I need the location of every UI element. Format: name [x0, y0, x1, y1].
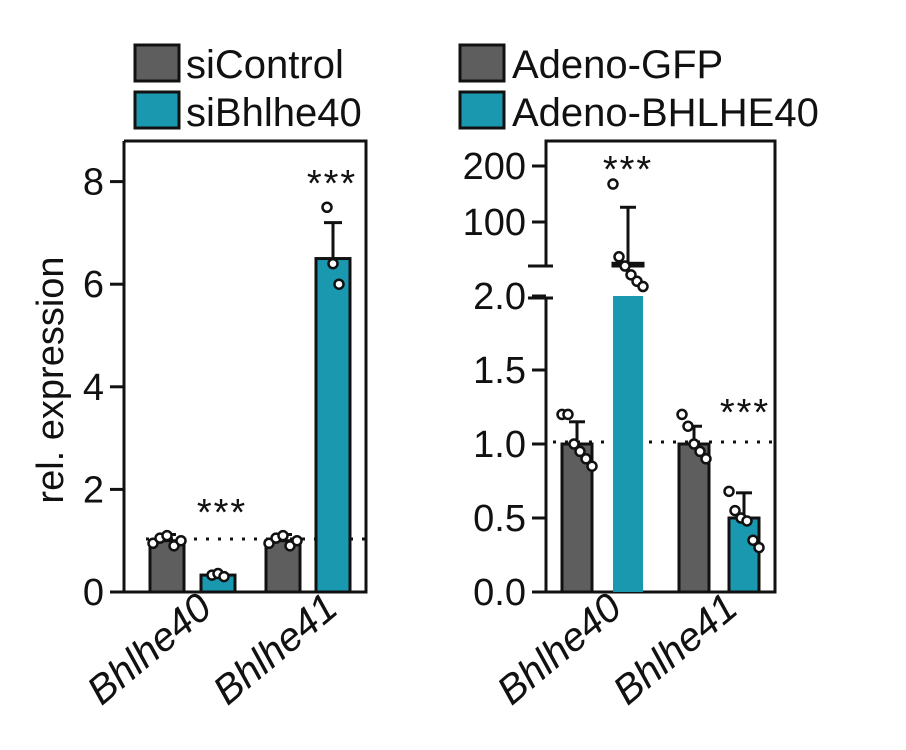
- left-y-tick-label: 2: [83, 469, 104, 511]
- legend-swatch-siControl: [133, 43, 181, 83]
- data-point: [607, 178, 619, 190]
- legend-label-siControl: siControl: [186, 43, 344, 87]
- legend-label-adeno-gfp: Adeno-GFP: [512, 43, 723, 87]
- data-point: [682, 420, 694, 432]
- left-significance-bhlhe40: ***: [197, 492, 247, 534]
- right-points: [556, 178, 765, 554]
- right-y-tick-label: 1.0: [473, 424, 526, 466]
- bar-Adeno-BHLHE40-Bhlhe41: [727, 516, 761, 594]
- left-y-tick-label: 0: [83, 572, 104, 614]
- legend-label-adeno-bhlhe40: Adeno-BHLHE40: [512, 91, 819, 135]
- data-point: [747, 534, 759, 546]
- data-point: [291, 534, 303, 547]
- left-significance-bhlhe41: ***: [307, 163, 357, 205]
- data-point: [568, 438, 580, 450]
- data-point: [321, 201, 333, 213]
- legend-swatch-adeno-bhlhe40: [458, 90, 506, 130]
- right-y-tick-label: 1.5: [473, 350, 526, 392]
- left-y-axis-label: rel. expression: [30, 256, 72, 503]
- left-y-tick-label: 8: [83, 162, 104, 204]
- left-points: [147, 201, 345, 583]
- data-point: [161, 529, 173, 542]
- left-category-label-bhlhe41: Bhlhe41: [205, 585, 346, 713]
- right-significance-bhlhe41: ***: [720, 392, 770, 434]
- left-y-tick-label: 4: [83, 367, 104, 409]
- legend-swatch-siBhlhe40: [133, 90, 181, 130]
- right-y-tick-label-upper: 100: [463, 202, 526, 244]
- data-point: [753, 541, 765, 554]
- left-y-ticks: 0 2 4 6 8: [83, 162, 124, 614]
- data-point: [574, 445, 586, 458]
- right-y-tick-label: 0.0: [473, 572, 526, 614]
- right-legend: Adeno-GFP Adeno-BHLHE40: [458, 43, 819, 135]
- right-y-tick-label: 0.5: [473, 498, 526, 540]
- data-point: [218, 570, 230, 583]
- bar-siControl-Bhlhe41: [264, 539, 302, 594]
- right-y-tick-label: 2.0: [473, 276, 526, 318]
- bar-siBhlhe40-Bhlhe41: [314, 257, 352, 594]
- data-point: [637, 280, 649, 293]
- left-legend: siControl siBhlhe40: [133, 43, 362, 135]
- left-panel-frame: [122, 139, 368, 594]
- right-y-ticks: 0.0 0.5 1.0 1.5 2.0 100 200: [463, 146, 546, 614]
- data-point: [700, 453, 712, 465]
- right-bars: [560, 205, 761, 594]
- data-point: [175, 534, 187, 547]
- data-point: [613, 251, 625, 263]
- data-point: [277, 529, 289, 542]
- data-point: [723, 485, 735, 498]
- right-y-tick-label-upper: 200: [463, 146, 526, 188]
- data-point: [741, 515, 753, 527]
- bar-Adeno-BHLHE40-Bhlhe40-lower: [613, 296, 643, 592]
- bar-Adeno-GFP-Bhlhe41: [677, 442, 711, 594]
- data-point: [333, 278, 345, 290]
- data-point: [694, 445, 706, 458]
- data-point: [580, 453, 592, 465]
- data-point: [729, 504, 741, 517]
- right-significance-bhlhe40: ***: [603, 149, 653, 191]
- legend-label-siBhlhe40: siBhlhe40: [186, 91, 362, 135]
- data-point: [676, 408, 688, 421]
- data-point: [327, 257, 339, 270]
- right-category-label-bhlhe41: Bhlhe41: [605, 585, 746, 713]
- left-y-tick-label: 6: [83, 264, 104, 306]
- data-point: [586, 460, 598, 472]
- legend-swatch-adeno-gfp: [458, 43, 506, 83]
- data-point: [619, 260, 631, 272]
- data-point: [688, 438, 700, 450]
- data-point: [562, 408, 574, 421]
